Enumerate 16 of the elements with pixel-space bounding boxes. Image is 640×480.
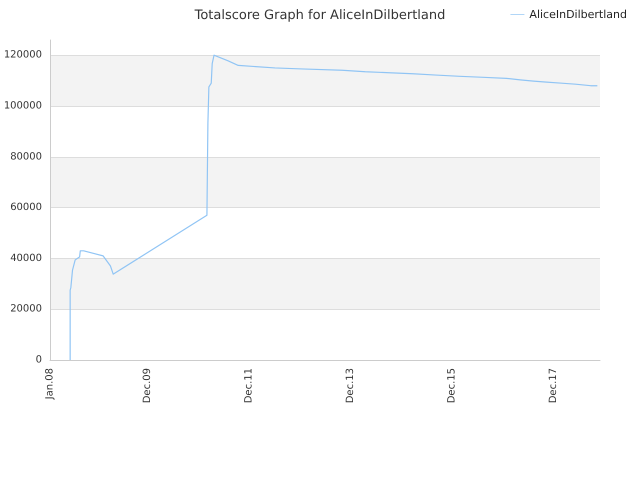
chart-title: Totalscore Graph for AliceInDilbertland — [194, 8, 446, 23]
x-tick-label: Dec.09 — [142, 368, 153, 404]
x-tick-label: Jan.08 — [44, 368, 56, 400]
y-tick-label: 100000 — [4, 100, 42, 112]
x-tick-label: Dec.15 — [446, 368, 458, 404]
line-series — [70, 54, 598, 361]
y-tick-label: 0 — [36, 354, 42, 366]
y-tick-label: 80000 — [10, 151, 42, 162]
y-tick-label: 60000 — [10, 202, 42, 214]
y-tick-label: 40000 — [10, 252, 42, 264]
y-tick-label: 120000 — [4, 50, 42, 61]
y-tick-label: 20000 — [10, 304, 42, 315]
x-tick-label: Dec.13 — [344, 368, 356, 404]
x-tick-label: Dec.11 — [243, 368, 254, 404]
x-tick-label: Dec.17 — [548, 368, 559, 404]
legend-label: AliceInDilbertland — [529, 8, 628, 21]
